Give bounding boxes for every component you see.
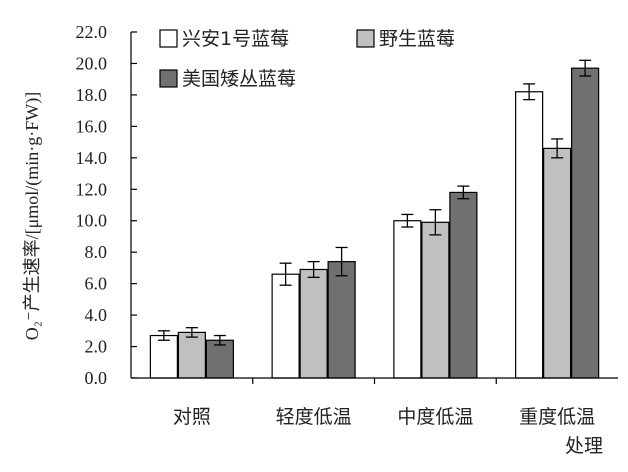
bar-1-3	[393, 220, 422, 379]
legend-swatch	[159, 69, 178, 88]
y-axis-label: O₂⁻产生速率/[μmol/(min·g·FW)]	[22, 92, 43, 340]
x-category-label: 轻度低温	[276, 406, 352, 428]
y-tick-label: 0.0	[85, 368, 108, 388]
y-tick-label: 18.0	[76, 85, 108, 105]
bar-1-1	[149, 334, 178, 379]
bar-3-3	[449, 191, 478, 379]
bar-1-4	[515, 91, 544, 379]
x-axis-label: 处理	[565, 435, 603, 457]
y-tick-label: 22.0	[76, 22, 108, 42]
y-tick-label: 2.0	[85, 337, 108, 357]
x-category-label: 对照	[173, 406, 211, 428]
y-axis-label-text: O₂⁻产生速率/[μmol/(min·g·FW)]	[22, 92, 43, 340]
y-tick-label: 14.0	[76, 148, 108, 168]
y-tick-label: 10.0	[76, 211, 108, 231]
y-tick-label: 20.0	[76, 53, 108, 73]
x-category-label: 重度低温	[519, 406, 595, 428]
legend-label: 美国矮丛蓝莓	[182, 68, 296, 90]
x-category-label: 中度低温	[397, 406, 473, 428]
y-tick-label: 4.0	[85, 305, 108, 325]
svg-text:O₂⁻产生速率/[μmol/(min·g·FW)]: O₂⁻产生速率/[μmol/(min·g·FW)]	[22, 92, 43, 340]
y-tick-label: 8.0	[85, 242, 108, 262]
y-tick-label: 6.0	[85, 274, 108, 294]
legend-label: 兴安1号蓝莓	[182, 28, 289, 50]
bar-3-2	[327, 261, 356, 379]
bar-3-1	[205, 339, 234, 379]
y-tick-label: 12.0	[76, 179, 108, 199]
bar-2-4	[543, 147, 572, 379]
y-tick-label: 16.0	[76, 116, 108, 136]
legend-swatch	[356, 29, 375, 48]
legend-swatch	[159, 29, 178, 48]
legend-label: 野生蓝莓	[379, 28, 455, 50]
bar-2-1	[177, 331, 206, 379]
bar-1-2	[271, 273, 300, 379]
bar-2-3	[421, 221, 450, 379]
bar-3-4	[571, 67, 600, 379]
bar-2-2	[299, 268, 328, 379]
